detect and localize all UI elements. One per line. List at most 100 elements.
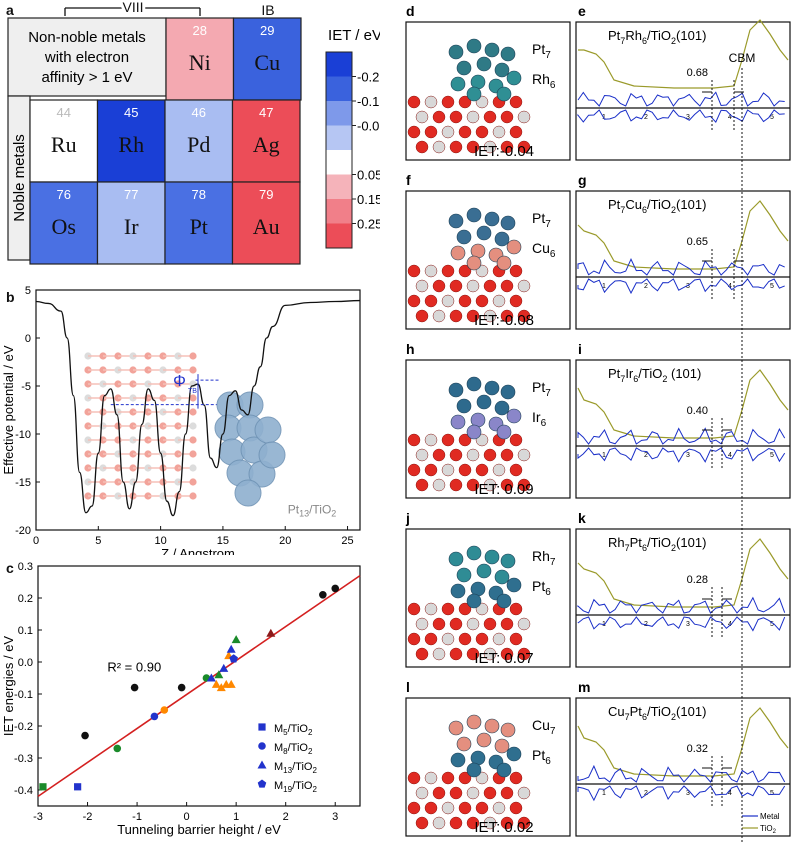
y-tick-label: 0.0: [18, 657, 33, 669]
pt-atom: [234, 479, 262, 507]
cluster-atom-top: [456, 60, 472, 76]
substrate-atom: [475, 463, 489, 477]
substrate-atom: [441, 125, 455, 139]
substrate-atom: [441, 95, 455, 109]
periodic-table-panel: VIII IB Non-noble metals with electron a…: [7, 0, 380, 265]
element-cell-pt: 78 Pt: [164, 181, 234, 265]
energy-tick-label: 3: [686, 621, 690, 628]
colorbar-tick-label: -0.05: [357, 119, 380, 134]
data-point: [216, 683, 226, 692]
element-cell-os: 76 Os: [29, 181, 99, 265]
substrate-atom: [407, 463, 421, 477]
cluster-atom-top: [448, 213, 464, 229]
metal-cluster: [448, 38, 522, 102]
substrate-atom: [509, 95, 523, 109]
substrate-atom: [415, 140, 429, 154]
substrate-atom: [483, 140, 497, 154]
substrate-atom: [466, 786, 480, 800]
data-point: [150, 712, 159, 721]
element-cell-rh: 45 Rh: [96, 99, 166, 183]
tio2-dos-curve: [578, 19, 789, 89]
legend-label: M19/TiO2: [274, 780, 317, 794]
element-symbol: Ni: [189, 50, 211, 75]
colorbar-segment: [326, 174, 352, 199]
cluster-atom-top: [476, 225, 492, 241]
cluster-atom-bottom: [450, 752, 466, 768]
substrate-atom: [458, 125, 472, 139]
data-point: [39, 783, 47, 791]
metal-dos-down: [577, 109, 785, 123]
cluster-atom-top: [500, 215, 516, 231]
substrate-atom: [517, 816, 531, 830]
substrate-atom: [458, 632, 472, 646]
energy-tick-label: 5: [770, 114, 774, 121]
substrate-atom: [441, 632, 455, 646]
cluster-atom-top: [500, 553, 516, 569]
data-point: [113, 744, 122, 753]
y-tick-label: 0.1: [18, 625, 33, 637]
substrate-atom: [517, 110, 531, 124]
substrate-atom: [458, 294, 472, 308]
y-tick-label: 0.2: [18, 593, 33, 605]
pt-atom: [254, 416, 282, 444]
slab-atom: [189, 408, 197, 416]
x-tick-label: 15: [217, 535, 229, 547]
element-symbol: Pt: [190, 214, 208, 239]
cluster-atom-bottom: [496, 593, 512, 609]
substrate-atom: [449, 816, 463, 830]
cbm-label: CBM: [729, 51, 756, 65]
substrate-atom: [492, 125, 506, 139]
substrate-atom: [483, 786, 497, 800]
substrate-atom: [424, 264, 438, 278]
element-cell-bg: [29, 99, 99, 183]
substrate-atom: [441, 771, 455, 785]
cluster-bottom-label: Cu6: [532, 240, 556, 260]
legend-marker: [258, 723, 266, 731]
substrate-atom: [407, 771, 421, 785]
element-symbol: Cu: [254, 50, 280, 75]
substrate-atom: [500, 478, 514, 492]
legend-metal-label: Metal: [760, 812, 780, 821]
tio2-substrate: [407, 264, 531, 323]
y-tick-label: 0: [25, 333, 31, 345]
element-cell-ir: 77 Ir: [96, 181, 166, 265]
noble-metals-label: Noble metals: [11, 134, 28, 222]
slab-atom: [189, 436, 197, 444]
cluster-bottom-label: Rh6: [532, 71, 556, 91]
panel-letter-j: j: [405, 510, 410, 526]
structure-panel-l: l Cu7 Pt6 IET: 0.02: [405, 679, 571, 837]
substrate-atom: [449, 110, 463, 124]
tio2-substrate: [407, 771, 531, 830]
substrate-atom: [500, 617, 514, 631]
cluster-bottom-label: Pt6: [532, 578, 551, 598]
colorbar-segment: [326, 125, 352, 150]
substrate-atom: [407, 294, 421, 308]
structure-panel-f: f Pt7 Cu6 IET:-0.08: [405, 172, 571, 330]
element-symbol: Rh: [118, 132, 144, 157]
energy-tick-label: 5: [770, 283, 774, 290]
energy-tick-label: 4: [728, 283, 732, 290]
dos-title: Pt7Rh6/TiO2(101): [608, 28, 706, 46]
substrate-atom: [517, 279, 531, 293]
nonnoble-line-2: with electron: [44, 49, 129, 66]
cluster-atom-bottom: [466, 424, 482, 440]
data-point: [219, 663, 229, 672]
metal-cluster: [448, 207, 522, 271]
substrate-atom: [441, 463, 455, 477]
structure-panel-h: h Pt7 Ir6 IET: 0.09: [405, 341, 571, 499]
cluster-atom-top: [476, 56, 492, 72]
cluster-atom-top: [466, 714, 482, 730]
panel-letter-d: d: [406, 3, 415, 19]
dos-panel-i: i Pt7Ir6/TiO2 (101) 1 2 3 4 5 0.40: [575, 341, 791, 499]
cluster-atom-bottom: [496, 86, 512, 102]
substrate-atom: [475, 294, 489, 308]
substrate-atom: [466, 647, 480, 661]
energy-tick-label: 2: [644, 114, 648, 121]
cluster-atom-bottom: [450, 414, 466, 430]
metal-dos-down: [577, 616, 786, 632]
data-point: [319, 591, 327, 599]
substrate-atom: [415, 617, 429, 631]
element-symbol: Os: [52, 214, 76, 239]
substrate-atom: [449, 448, 463, 462]
